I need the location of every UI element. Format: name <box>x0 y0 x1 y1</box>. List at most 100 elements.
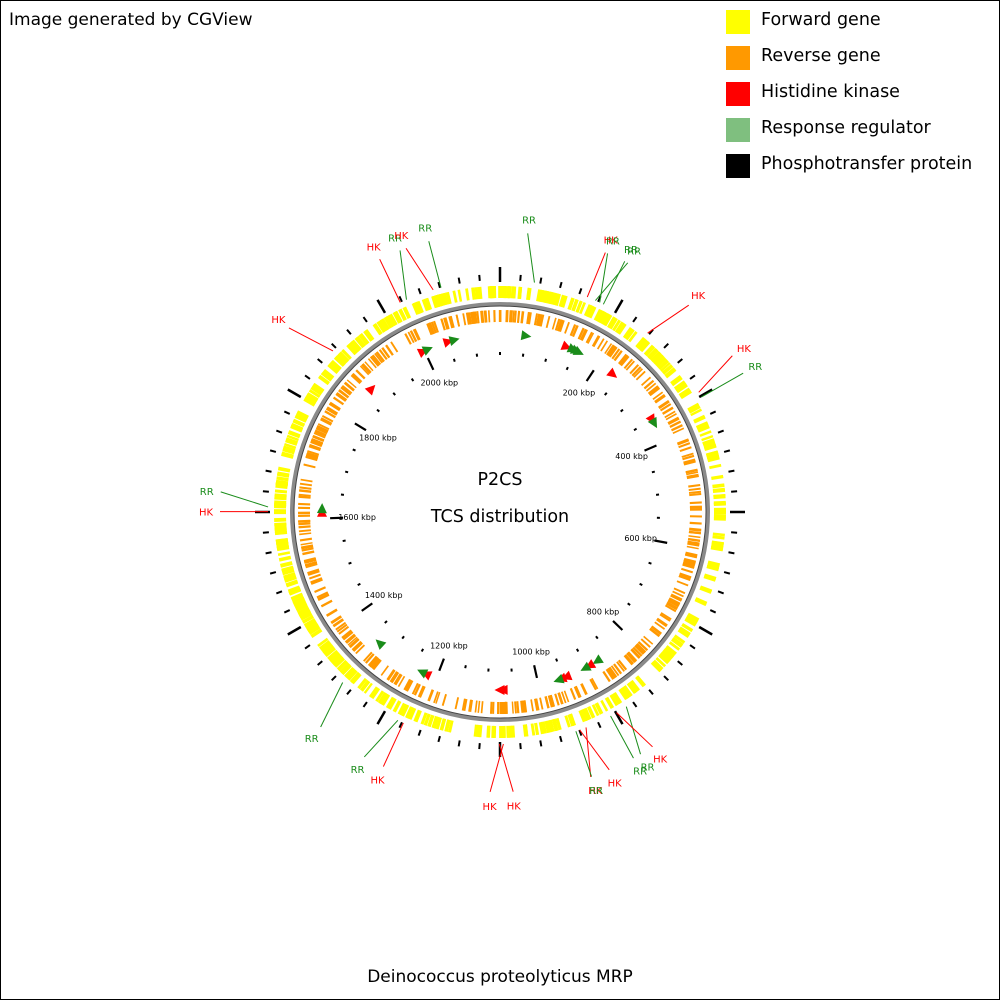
reverse-gene-mark <box>650 626 662 635</box>
inner-ruler-tick <box>342 539 346 543</box>
inner-ruler-tick <box>357 582 361 587</box>
feature-label-hk: HK <box>691 291 706 302</box>
reverse-gene-mark <box>348 637 359 648</box>
feature-callout-line <box>701 372 744 398</box>
reverse-gene-mark <box>487 310 491 323</box>
inner-ruler-tick <box>426 357 435 371</box>
reverse-gene-mark <box>652 391 664 400</box>
reverse-gene-mark <box>669 420 682 428</box>
reverse-gene-mark <box>563 690 570 703</box>
inner-ruler-tick <box>452 358 456 362</box>
forward-gene-mark <box>278 555 292 562</box>
forward-gene-mark <box>297 606 310 615</box>
reverse-gene-mark <box>665 413 677 421</box>
feature-label-hk: HK <box>371 775 386 786</box>
forward-gene-mark <box>412 302 421 315</box>
reverse-gene-mark <box>312 434 325 441</box>
reverse-gene-mark <box>658 400 670 409</box>
reverse-gene-mark <box>473 311 478 324</box>
reverse-gene-mark <box>316 591 329 599</box>
feature-label-hk: HK <box>604 236 619 247</box>
reverse-gene-mark <box>520 311 524 324</box>
reverse-gene-mark <box>683 460 696 466</box>
feature-label-rr: RR <box>641 762 655 773</box>
reverse-gene-mark <box>623 358 634 370</box>
ruler-label: 200 kbp <box>563 389 596 398</box>
reverse-gene-mark <box>677 439 690 446</box>
forward-gene-mark <box>637 338 647 350</box>
forward-gene-mark <box>275 484 288 490</box>
forward-gene-mark <box>320 641 332 652</box>
reverse-gene-mark <box>668 418 680 425</box>
reverse-gene-mark <box>627 651 638 662</box>
forward-gene-mark <box>445 291 452 305</box>
forward-gene-mark <box>712 532 725 537</box>
reverse-gene-mark <box>617 659 628 671</box>
reverse-gene-mark <box>609 666 618 678</box>
reverse-gene-mark <box>309 443 322 450</box>
forward-gene-mark <box>476 724 481 738</box>
reverse-gene-mark <box>688 530 701 535</box>
feature-callout-line <box>363 719 399 758</box>
feature-label-rr: RR <box>200 487 214 498</box>
outer-ruler-tick <box>717 429 724 434</box>
reverse-gene-mark <box>305 455 318 461</box>
reverse-gene-mark <box>443 317 449 330</box>
forward-gene-mark <box>359 679 371 692</box>
reverse-gene-mark <box>310 577 323 584</box>
reverse-gene-mark <box>304 558 317 564</box>
legend-label: Histidine kinase <box>761 82 900 102</box>
forward-gene-mark <box>487 725 491 738</box>
forward-gene-mark <box>663 648 675 659</box>
reverse-gene-mark <box>367 358 377 369</box>
forward-gene-mark <box>540 289 547 303</box>
feature-callout-line <box>698 355 733 393</box>
legend-swatch <box>726 46 750 70</box>
reverse-gene-mark <box>558 319 564 332</box>
reverse-gene-mark <box>684 553 698 559</box>
reverse-gene-mark <box>298 529 311 533</box>
forward-gene-mark <box>678 387 691 397</box>
forward-gene-mark <box>399 308 407 321</box>
reverse-gene-mark <box>662 406 674 415</box>
outer-ruler-tick <box>597 721 602 729</box>
forward-gene-mark <box>688 405 701 414</box>
forward-gene-mark <box>703 440 716 448</box>
reverse-gene-mark <box>527 312 532 325</box>
forward-gene-mark <box>281 452 294 459</box>
forward-gene-mark <box>398 309 406 321</box>
reverse-gene-mark <box>660 612 672 620</box>
feature-label-hk: HK <box>653 755 668 766</box>
outer-ruler-tick <box>539 277 543 284</box>
forward-gene-mark <box>677 628 690 638</box>
feature-arrow-hk <box>364 384 376 396</box>
feature-callout-line <box>405 247 434 291</box>
forward-gene-mark <box>338 352 349 363</box>
reverse-gene-mark <box>585 331 593 344</box>
outer-ruler-tick <box>731 490 738 493</box>
forward-gene-mark <box>334 355 346 367</box>
forward-gene-mark <box>647 348 658 359</box>
forward-gene-mark <box>594 702 604 715</box>
reverse-gene-mark <box>303 463 316 468</box>
reverse-gene-mark <box>444 317 450 330</box>
reverse-gene-mark <box>363 651 373 662</box>
reverse-gene-mark <box>686 473 699 479</box>
forward-gene-mark <box>546 720 553 733</box>
outer-ruler-tick <box>519 274 522 281</box>
reverse-gene-mark <box>371 354 381 366</box>
forward-gene-mark <box>431 715 439 729</box>
outer-ruler-tick <box>437 735 441 743</box>
reverse-gene-mark <box>313 432 326 439</box>
forward-gene-mark <box>636 675 646 687</box>
forward-gene-mark <box>703 443 717 450</box>
forward-gene-mark <box>552 292 559 306</box>
reverse-gene-mark <box>659 613 671 622</box>
reverse-gene-mark <box>347 636 358 646</box>
forward-gene-mark <box>604 696 615 710</box>
outer-ruler-tick <box>417 729 422 736</box>
inner-ruler-tick <box>648 561 652 565</box>
forward-gene-mark <box>397 702 407 715</box>
feature-arrow-rr <box>520 330 532 341</box>
forward-gene-mark <box>368 686 378 698</box>
